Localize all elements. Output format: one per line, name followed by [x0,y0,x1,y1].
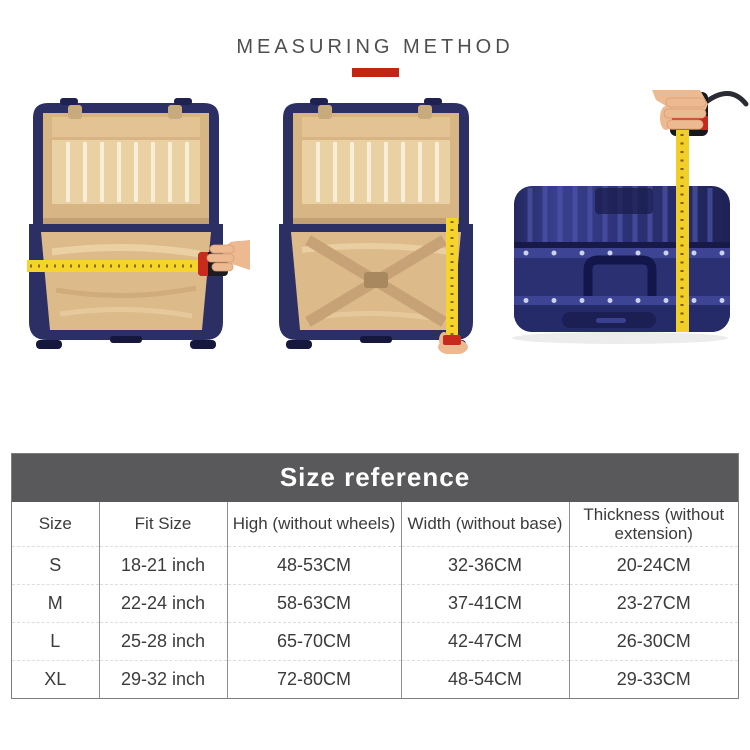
open-suitcase-width-tape-icon [27,98,250,349]
photo-open-suitcase-depth [250,90,500,354]
table-row: M 22-24 inch 58-63CM 37-41CM 23-27CM [12,584,738,622]
table-row: S 18-21 inch 48-53CM 32-36CM 20-24CM [12,546,738,584]
photo-closed-suitcase-height [500,90,750,354]
product-infographic: MEASURING METHOD [0,0,750,699]
open-suitcase-depth-tape-icon [279,98,473,354]
table-cell: 72-80CM [226,660,401,698]
photo-open-suitcase-width [0,90,250,354]
column-header-high: High (without wheels) [226,502,401,546]
table-header-row: Size Fit Size High (without wheels) Widt… [12,502,738,546]
table-cell: 58-63CM [226,584,401,622]
table-row: XL 29-32 inch 72-80CM 48-54CM 29-33CM [12,660,738,698]
page-title: MEASURING METHOD [236,36,514,58]
table-cell: S [49,554,62,575]
upright-suitcase-height-tape-icon [512,90,749,344]
table-cell: 22-24 inch [98,584,227,622]
column-header-thickness: Thickness (without extension) [568,502,738,546]
column-header-size: Size [38,514,72,534]
table-cell: 37-41CM [400,584,569,622]
table-cell: 25-28 inch [98,622,227,660]
table-title: Size reference [12,454,738,502]
table-cell: 29-32 inch [98,660,227,698]
table-cell: M [47,592,63,613]
table-row: L 25-28 inch 65-70CM 42-47CM 26-30CM [12,622,738,660]
table-cell: XL [44,668,67,689]
title-underline [351,68,399,77]
size-reference-table: Size reference Size Fit Size High (witho… [11,453,739,699]
column-header-fit-size: Fit Size [98,502,227,546]
table-cell: 23-27CM [568,584,738,622]
table-cell: 20-24CM [568,546,738,584]
table-cell: 26-30CM [568,622,738,660]
table-cell: L [50,630,61,651]
table-cell: 18-21 inch [98,546,227,584]
table-cell: 29-33CM [568,660,738,698]
column-header-width: Width (without base) [400,502,569,546]
measuring-photos [0,90,750,354]
table-cell: 48-54CM [400,660,569,698]
table-cell: 65-70CM [226,622,401,660]
table-cell: 48-53CM [226,546,401,584]
title-block: MEASURING METHOD [0,0,750,77]
table-cell: 42-47CM [400,622,569,660]
table-cell: 32-36CM [400,546,569,584]
